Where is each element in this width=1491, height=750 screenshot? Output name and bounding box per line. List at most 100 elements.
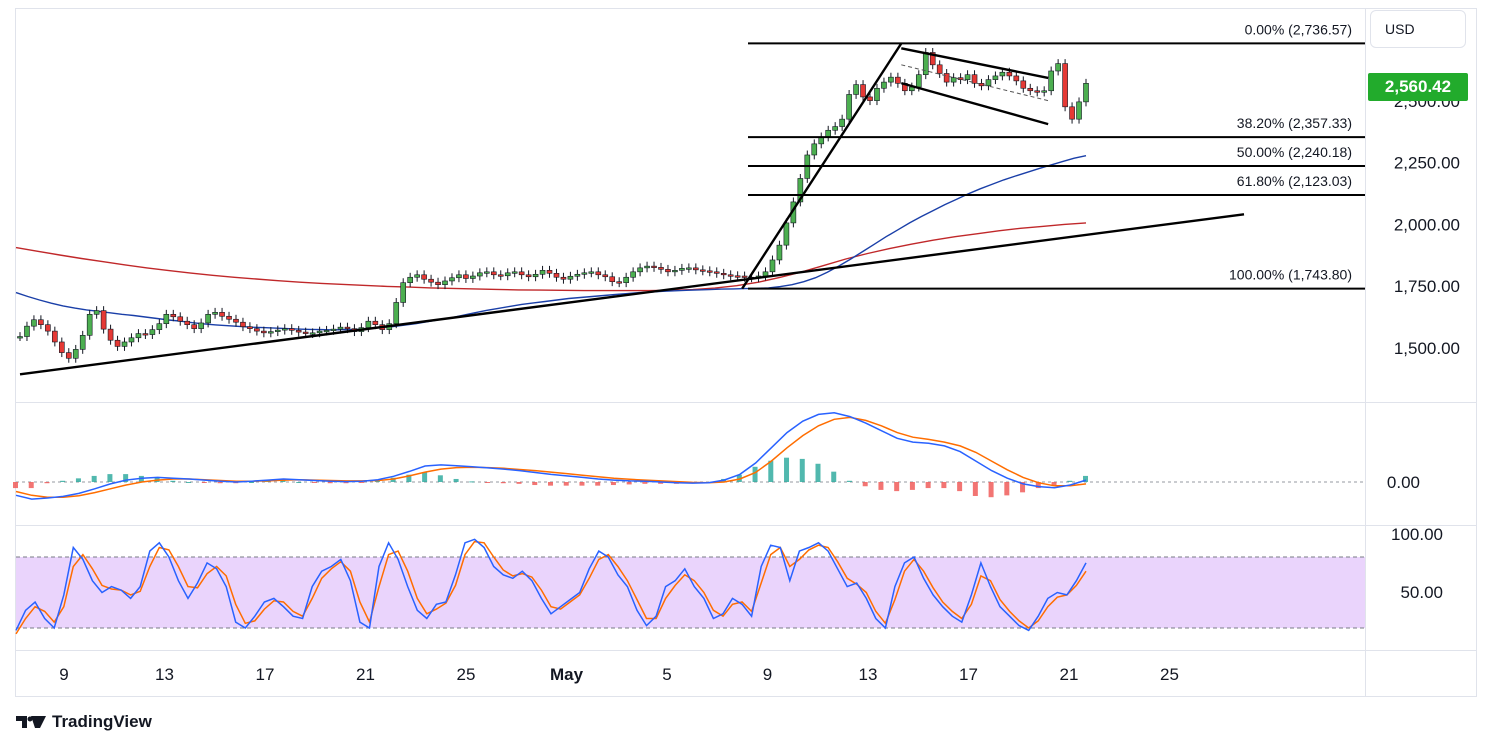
time-tick-label: 9 <box>59 665 68 684</box>
candle <box>985 79 992 87</box>
candle <box>365 320 372 328</box>
candle <box>651 265 657 268</box>
candle <box>254 328 260 332</box>
candle <box>922 52 929 75</box>
macd-histogram-bar <box>186 482 192 483</box>
candle <box>623 276 629 283</box>
macd-histogram-bar <box>123 474 129 482</box>
candle <box>142 333 149 336</box>
candle <box>609 276 616 283</box>
candle <box>330 328 337 331</box>
candle <box>323 330 330 333</box>
currency-button[interactable]: USD <box>1370 10 1466 48</box>
trendline-channel-lower[interactable] <box>900 81 1049 126</box>
candle <box>337 326 344 330</box>
macd-histogram-bar <box>422 472 428 482</box>
candle <box>344 326 351 329</box>
candle <box>309 332 316 335</box>
candle <box>679 268 685 271</box>
candle <box>658 267 664 270</box>
time-tick-label: 21 <box>1060 665 1079 684</box>
chart-frame <box>15 8 1477 697</box>
macd-histogram-bar <box>642 482 648 484</box>
candle <box>407 276 413 283</box>
candle <box>247 326 253 329</box>
candle <box>52 330 58 343</box>
candle <box>797 178 804 203</box>
time-tick-label: 25 <box>1160 665 1179 684</box>
tradingview-logo[interactable]: TradingView <box>16 712 152 732</box>
candle <box>734 275 741 278</box>
candle <box>163 314 170 324</box>
macd-histogram-bar <box>44 482 50 484</box>
macd-histogram-bar <box>311 482 317 483</box>
macd-histogram-bar <box>500 482 506 484</box>
candle <box>706 270 713 273</box>
candle <box>665 269 671 273</box>
candle <box>191 324 197 329</box>
candle <box>1013 75 1020 82</box>
fib-level-label: 38.20% (2,357.33) <box>1237 115 1352 131</box>
time-tick-label: 25 <box>457 665 476 684</box>
candle <box>490 271 497 276</box>
macd-histogram-bar <box>532 482 538 486</box>
candle <box>776 244 783 261</box>
candle <box>86 314 93 336</box>
candle <box>532 273 539 278</box>
candle <box>518 271 525 276</box>
macd-histogram-bar <box>988 482 994 498</box>
brand-name: TradingView <box>52 712 152 731</box>
macd-histogram-bar <box>28 482 34 489</box>
candle <box>477 272 483 277</box>
candle <box>964 74 971 80</box>
macd-histogram-bar <box>784 457 790 482</box>
candle <box>853 84 859 95</box>
candle <box>881 81 887 89</box>
macd-histogram-bar <box>752 466 758 482</box>
candle <box>1069 106 1075 120</box>
macd-histogram-bar <box>327 482 333 484</box>
stoch-k-line <box>15 538 1087 632</box>
candle <box>302 331 309 334</box>
candle <box>135 333 142 339</box>
fib-level-label: 61.80% (2,123.03) <box>1237 173 1352 189</box>
candle <box>497 274 504 277</box>
candle <box>839 118 845 127</box>
candles <box>17 48 1089 363</box>
tradingview-icon <box>16 716 46 728</box>
candle <box>567 275 574 280</box>
macd-histogram-bar <box>831 471 837 482</box>
candle <box>219 312 225 317</box>
macd-histogram-bar <box>170 480 176 482</box>
candle <box>992 75 999 80</box>
candle <box>588 271 595 274</box>
time-tick-label: 17 <box>959 665 978 684</box>
candle <box>1083 83 1089 103</box>
trendline-channel-upper[interactable] <box>901 47 1049 80</box>
candle <box>442 280 448 285</box>
trendline-rising-support[interactable] <box>19 213 1245 376</box>
macd-histogram-bar <box>406 474 412 482</box>
time-tick-label: 17 <box>256 665 275 684</box>
candle <box>1027 87 1034 92</box>
fib-level-label: 100.00% (1,743.80) <box>1229 267 1352 283</box>
candle <box>888 76 894 83</box>
macd-histogram-bar <box>485 482 491 483</box>
macd-histogram-bar <box>60 480 66 482</box>
macd-histogram-bar <box>359 482 365 483</box>
macd-histogram-bar <box>846 480 852 482</box>
macd-histogram-bar <box>453 478 459 482</box>
candle <box>456 274 462 279</box>
candle <box>867 96 873 101</box>
candle <box>128 337 135 343</box>
price-tick-label: 1,750.00 <box>1394 277 1460 296</box>
candle <box>637 267 643 273</box>
candle <box>672 270 678 273</box>
candle <box>79 335 86 350</box>
macd-histogram-bar <box>296 482 302 483</box>
macd-histogram-bar <box>91 475 97 482</box>
candle <box>240 321 246 327</box>
rsi-band <box>16 557 1365 628</box>
candle <box>1055 63 1061 72</box>
